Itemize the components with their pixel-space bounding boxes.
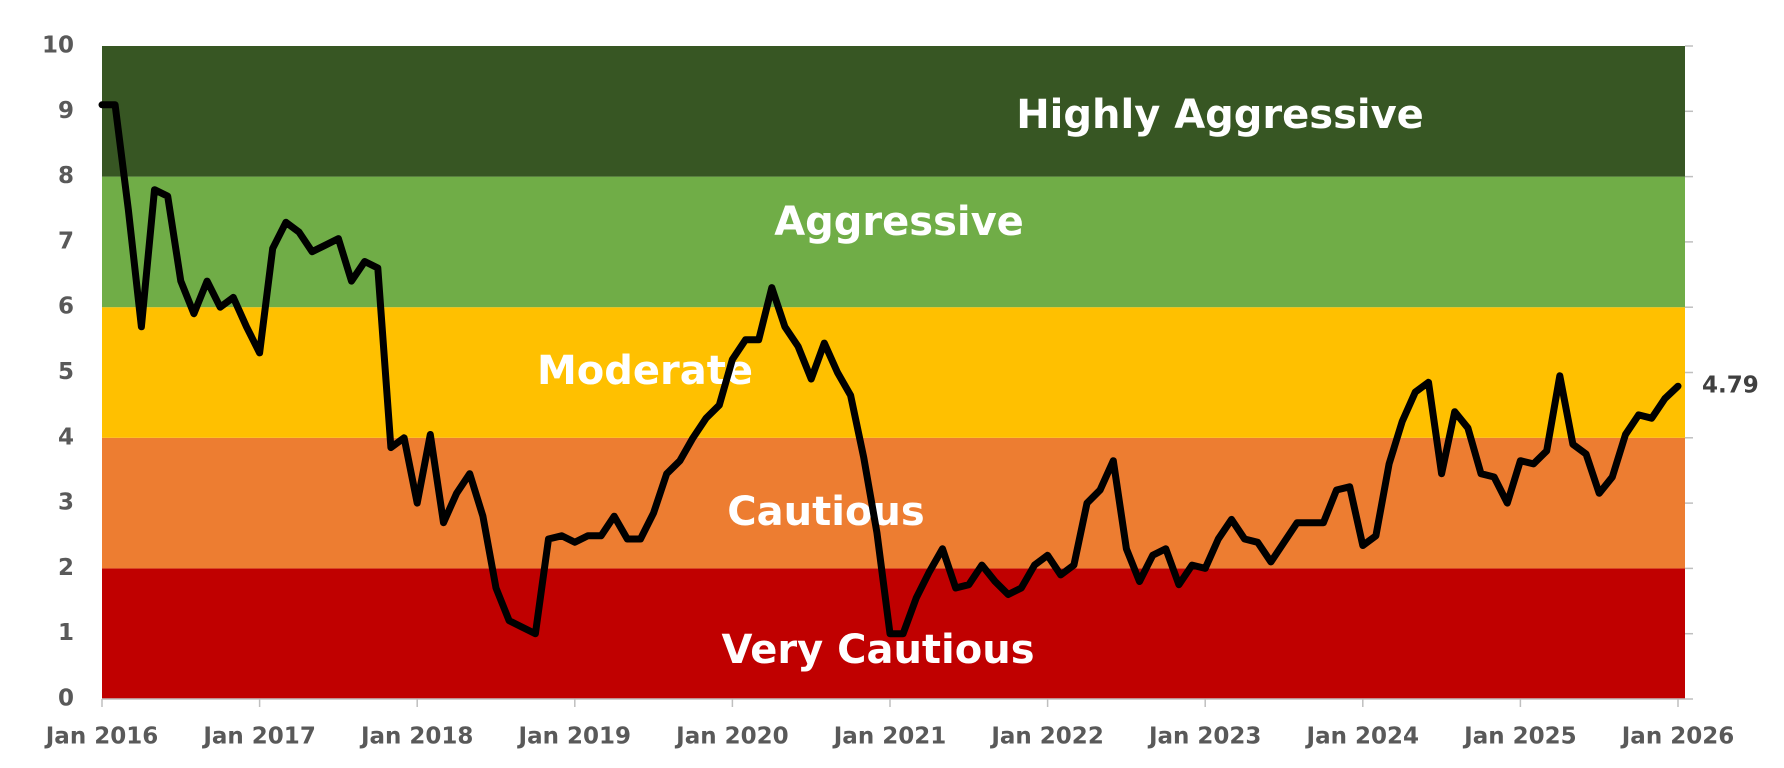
- band: [102, 307, 1685, 438]
- y-tick-label: 4: [58, 424, 74, 450]
- band: [102, 437, 1685, 569]
- data-line: [98, 101, 1682, 638]
- y-tick-label: 5: [58, 359, 74, 385]
- x-tick-label: Jan 2018: [359, 724, 473, 750]
- y-tick-label: 3: [58, 490, 74, 516]
- x-tick-label: Jan 2021: [832, 724, 946, 750]
- x-tick-label: Jan 2019: [517, 724, 631, 750]
- end-value-label: 4.79: [1702, 373, 1759, 399]
- y-tick-label: 1: [58, 620, 74, 646]
- y-tick-label: 7: [58, 228, 74, 254]
- y-tick-label: 10: [42, 33, 74, 59]
- x-tick-label: Jan 2023: [1147, 724, 1261, 750]
- x-tick-label: Jan 2025: [1462, 724, 1576, 750]
- band: [102, 46, 1685, 177]
- x-tick-label: Jan 2020: [674, 724, 788, 750]
- y-tick-label: 8: [58, 163, 74, 189]
- x-tick-label: Jan 2017: [201, 724, 315, 750]
- band: [102, 176, 1685, 308]
- band-label: Very Cautious: [721, 627, 1034, 673]
- y-tick-label: 2: [58, 555, 74, 581]
- band-label: Aggressive: [774, 199, 1024, 245]
- band-label: Moderate: [537, 348, 753, 394]
- y-tick-label: 0: [58, 686, 74, 712]
- band-label: Cautious: [727, 489, 924, 535]
- x-tick-label: Jan 2016: [44, 724, 158, 750]
- x-tick-label: Jan 2026: [1620, 724, 1734, 750]
- x-tick-label: Jan 2022: [989, 724, 1103, 750]
- y-tick-label: 6: [58, 294, 74, 320]
- x-tick-label: Jan 2024: [1305, 724, 1419, 750]
- y-tick-label: 9: [58, 98, 74, 124]
- band-label: Highly Aggressive: [1016, 92, 1424, 138]
